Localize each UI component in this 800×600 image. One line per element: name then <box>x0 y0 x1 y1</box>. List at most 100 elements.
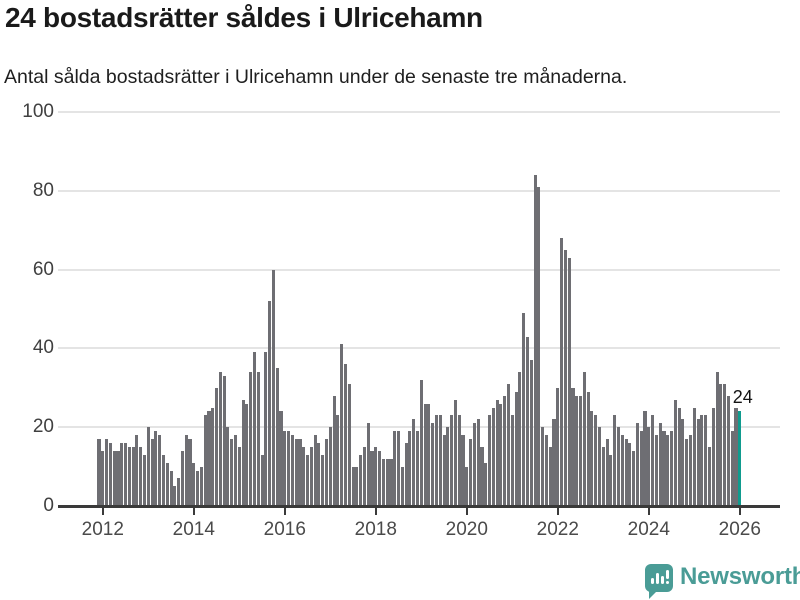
gridline <box>58 189 780 192</box>
y-axis-label: 20 <box>32 416 54 438</box>
bar <box>711 407 715 506</box>
bar <box>586 391 590 506</box>
bar <box>351 466 355 506</box>
bar <box>597 427 602 506</box>
bar <box>268 301 272 506</box>
y-axis-label: 60 <box>32 258 54 280</box>
y-axis-label: 80 <box>32 179 54 201</box>
bar <box>124 442 128 506</box>
gridline <box>58 426 780 429</box>
bar <box>544 435 548 506</box>
bar <box>374 446 378 506</box>
value-annotation: 24 <box>732 387 753 408</box>
bar <box>271 269 275 506</box>
bar <box>624 439 628 506</box>
bar <box>370 450 374 506</box>
brand-footer: Newsworthy <box>0 558 800 600</box>
bar <box>563 249 567 506</box>
bar <box>97 439 101 506</box>
bar <box>177 478 181 506</box>
bar <box>484 462 488 506</box>
bar <box>730 431 734 506</box>
bar <box>571 387 575 506</box>
bar <box>556 387 560 506</box>
bar <box>302 446 306 506</box>
chart-subtitle: Antal sålda bostadsrätter i Ulricehamn u… <box>4 66 628 88</box>
axis-tick <box>192 508 195 515</box>
bar <box>480 446 484 506</box>
bar <box>707 446 711 506</box>
bar <box>666 435 670 506</box>
bar <box>579 395 583 506</box>
bar <box>643 411 647 506</box>
gridline <box>58 347 780 350</box>
bar <box>465 466 469 506</box>
bar <box>628 442 632 506</box>
bar <box>400 466 404 506</box>
bar <box>594 415 598 506</box>
bar <box>715 372 719 506</box>
bar <box>609 454 613 506</box>
x-axis-label: 2022 <box>536 519 579 540</box>
bar <box>415 431 420 506</box>
bar <box>131 446 135 506</box>
logo-bar-icon <box>661 576 664 584</box>
bar <box>685 439 689 506</box>
bar <box>173 486 177 506</box>
bar <box>605 439 609 506</box>
bar <box>537 186 541 506</box>
bar <box>389 458 393 506</box>
bar <box>343 364 347 506</box>
bar <box>192 462 196 506</box>
logo-tail <box>649 591 657 599</box>
bar <box>287 431 291 506</box>
bar <box>332 395 336 506</box>
bar <box>647 427 651 506</box>
bar <box>237 446 241 506</box>
bar <box>491 407 495 506</box>
x-axis-label: 2024 <box>627 519 670 540</box>
bar <box>548 446 552 506</box>
bar <box>575 395 579 506</box>
x-axis-label: 2012 <box>81 519 124 540</box>
bar <box>620 435 624 506</box>
bar <box>529 360 533 506</box>
bar <box>560 238 564 506</box>
bar <box>116 450 120 506</box>
bar <box>196 470 200 506</box>
bar <box>230 439 234 506</box>
bar <box>453 399 457 506</box>
bar <box>423 403 427 506</box>
bar <box>696 419 700 506</box>
bar <box>275 368 279 506</box>
bar <box>658 423 662 506</box>
bar <box>472 423 476 506</box>
bar <box>635 423 639 506</box>
axis-tick <box>738 508 741 515</box>
bar <box>158 435 162 506</box>
bar <box>385 458 389 506</box>
newsworthy-logo-icon <box>645 564 673 599</box>
bar <box>723 383 727 506</box>
bar <box>431 423 435 506</box>
bar <box>245 403 249 506</box>
bar <box>381 458 385 506</box>
logo-bar-icon <box>651 578 654 584</box>
gridline <box>58 111 780 113</box>
bar <box>681 419 685 506</box>
y-axis-label: 40 <box>32 337 54 359</box>
logo-exclamation-dot-icon <box>666 581 669 584</box>
gridline <box>58 268 780 271</box>
bar <box>294 439 298 506</box>
bar <box>203 415 207 506</box>
bar <box>260 454 264 506</box>
bar <box>359 454 363 506</box>
bar <box>313 435 317 506</box>
x-axis-line <box>58 505 780 508</box>
bar <box>412 419 416 506</box>
bar <box>446 427 450 506</box>
bar <box>112 450 116 506</box>
bar <box>525 336 529 506</box>
bar <box>522 312 526 506</box>
